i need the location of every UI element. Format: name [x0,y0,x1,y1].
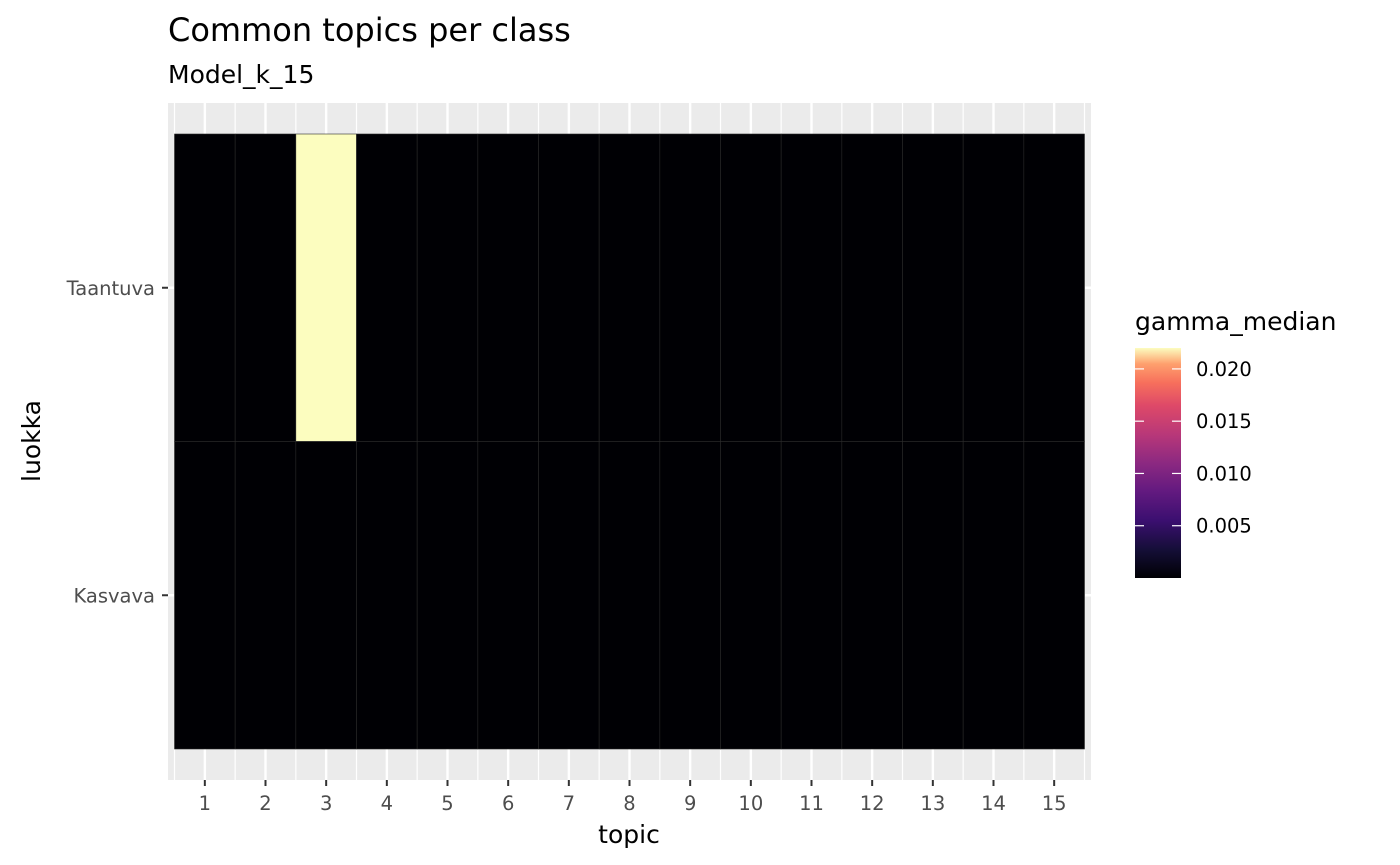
x-tick-label: 4 [381,792,393,815]
heatmap-cell [1023,441,1085,750]
y-tick-label: Taantuva [66,277,155,300]
heatmap-cell [295,441,357,750]
y-axis-title: luokka [17,400,46,482]
y-tick-label: Kasvava [73,584,155,607]
x-tick-label: 10 [738,792,763,815]
heatmap-cells [174,133,1085,750]
x-axis: 1 2 3 4 5 6 7 8 9 10 11 12 13 14 15 [199,780,1067,815]
legend-tick-label: 0.010 [1196,462,1252,485]
chart-title: Common topics per class [168,11,571,49]
legend-ticks: 0.005 0.010 0.015 0.020 [1135,358,1252,538]
legend-tick-label: 0.005 [1196,515,1252,538]
heatmap-cell [295,133,357,442]
x-tick-label: 11 [799,792,824,815]
heatmap-cell [659,133,721,442]
heatmap-cell [356,441,418,750]
heatmap-cell [962,133,1025,442]
x-tick-label: 2 [259,792,271,815]
heatmap-cell [356,133,418,442]
heatmap-cell [720,133,782,442]
x-tick-label: 14 [981,792,1006,815]
heatmap-cell [416,133,479,442]
heatmap-cell [234,441,297,750]
heatmap-cell [902,133,964,442]
x-tick-label: 9 [684,792,696,815]
x-axis-title: topic [598,820,660,849]
x-tick-label: 3 [320,792,332,815]
heatmap-cell [780,133,843,442]
heatmap-cell [841,133,903,442]
x-tick-label: 6 [502,792,514,815]
x-tick-label: 12 [860,792,885,815]
heatmap-cell [477,441,539,750]
heatmap-cell [720,441,782,750]
heatmap-cell [841,441,903,750]
legend-colorbar [1135,348,1181,578]
y-axis: Kasvava Taantuva [66,277,168,607]
legend-tick-label: 0.020 [1196,358,1252,381]
x-tick-label: 8 [623,792,635,815]
x-tick-label: 5 [441,792,453,815]
heatmap-cell [416,441,479,750]
heatmap-cell [174,441,236,750]
heatmap-cell [780,441,843,750]
legend-title: gamma_median [1135,307,1336,336]
heatmap-cell [174,133,236,442]
heatmap-cell [598,441,661,750]
heatmap-cell [962,441,1025,750]
heatmap-cell [659,441,721,750]
heatmap-cell [538,133,600,442]
legend-tick-label: 0.015 [1196,410,1252,433]
heatmap-cell [538,441,600,750]
heatmap-cell [902,441,964,750]
chart-subtitle: Model_k_15 [168,60,314,89]
x-tick-label: 7 [563,792,575,815]
heatmap-cell [234,133,297,442]
heatmap-cell [598,133,661,442]
x-tick-label: 1 [199,792,211,815]
x-tick-label: 13 [920,792,945,815]
x-tick-label: 15 [1042,792,1067,815]
heatmap-cell [1023,133,1085,442]
heatmap-cell [477,133,539,442]
